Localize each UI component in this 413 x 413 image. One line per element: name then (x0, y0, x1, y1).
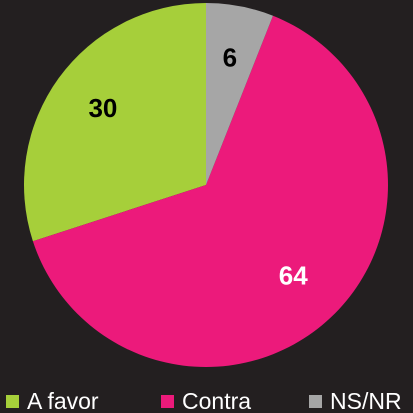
pie-slice (206, 3, 273, 185)
legend-label: A favor (27, 388, 99, 413)
legend-label: NS/NR (330, 388, 402, 413)
legend-label: Contra (182, 388, 251, 413)
data-label: 64 (279, 261, 308, 291)
legend-swatch (6, 395, 19, 408)
pie-slice (23, 3, 206, 242)
pie-slice (32, 15, 388, 368)
data-label: 30 (88, 93, 117, 123)
legend-swatch (161, 395, 174, 408)
legend-swatch (309, 395, 322, 408)
data-label: 6 (223, 43, 237, 73)
